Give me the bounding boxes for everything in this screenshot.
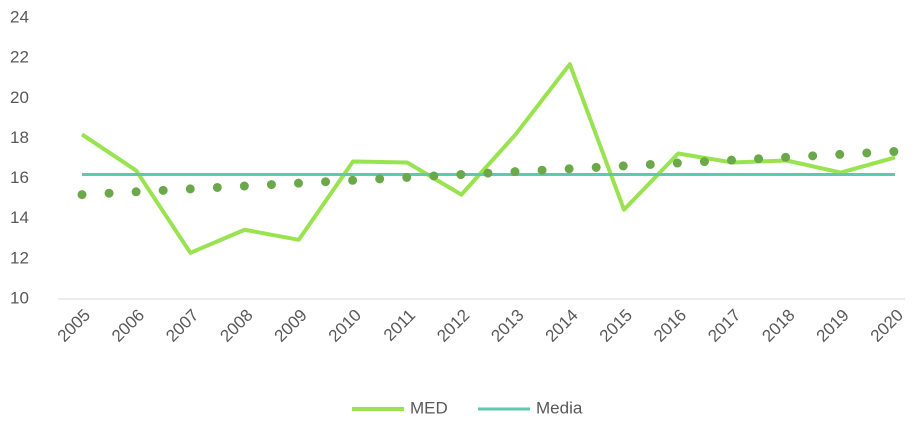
x-tick-label: 2019 <box>813 306 853 346</box>
y-tick-label: 20 <box>10 88 29 107</box>
y-tick-label: 24 <box>10 7 29 26</box>
x-tick-label: 2011 <box>380 306 419 345</box>
x-tick-label: 2010 <box>325 306 365 346</box>
x-tick-label: 2007 <box>162 306 202 346</box>
x-tick-label: 2006 <box>108 306 148 346</box>
x-tick-label: 2014 <box>542 306 582 346</box>
y-tick-label: 16 <box>10 168 29 187</box>
y-tick-label: 12 <box>10 248 29 267</box>
x-tick-label: 2009 <box>271 306 311 346</box>
x-tick-label: 2016 <box>650 306 690 346</box>
x-tick-label: 2013 <box>487 306 527 346</box>
series-line <box>80 62 896 255</box>
y-tick-label: 18 <box>10 128 29 147</box>
x-tick-label: 2008 <box>216 306 256 346</box>
legend-label: Media <box>536 398 583 417</box>
x-tick-label: 2017 <box>704 306 744 346</box>
x-tick-label: 2018 <box>758 306 798 346</box>
x-tick-label: 2005 <box>54 306 94 346</box>
x-tick-label: 2012 <box>433 306 473 346</box>
trendline <box>77 146 900 200</box>
y-tick-label: 22 <box>10 48 29 67</box>
legend-label: MED <box>410 398 448 417</box>
x-tick-label: 2020 <box>867 306 907 346</box>
y-tick-label: 14 <box>10 208 29 227</box>
x-tick-label: 2015 <box>596 306 636 346</box>
y-tick-label: 10 <box>10 288 29 307</box>
